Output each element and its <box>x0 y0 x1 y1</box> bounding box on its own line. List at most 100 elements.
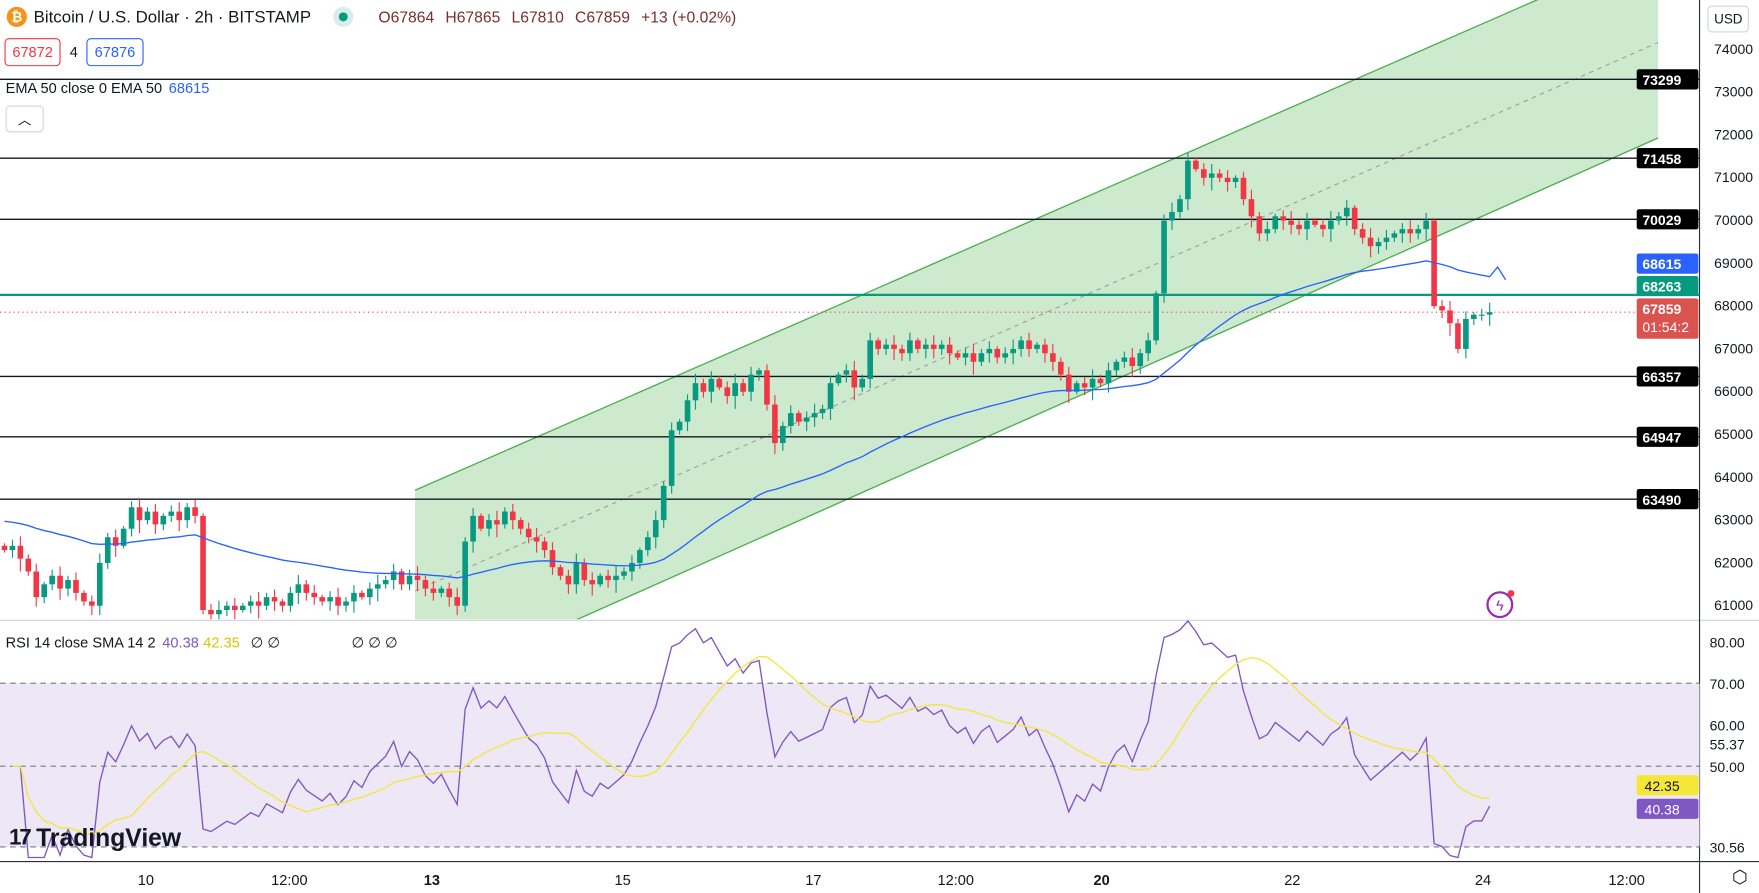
tradingview-logo[interactable]: 17 TradingView <box>9 823 181 852</box>
rsi-tick-label: 50.00 <box>1710 759 1745 775</box>
candle <box>49 575 55 585</box>
candle <box>398 571 405 585</box>
level-label-bg <box>1636 489 1699 510</box>
candle <box>787 413 794 426</box>
lightning-icon[interactable]: ϟ <box>1486 590 1515 619</box>
candle <box>716 378 723 388</box>
candle <box>128 507 135 529</box>
candle <box>740 383 746 392</box>
candle <box>692 383 699 401</box>
candle <box>200 515 206 610</box>
candle <box>1200 169 1207 178</box>
candle <box>700 383 707 392</box>
candle <box>311 592 318 598</box>
symbol-title[interactable]: Bitcoin / U.S. Dollar · 2h · BITSTAMP <box>33 7 312 27</box>
candle <box>1471 314 1477 319</box>
candle <box>1121 357 1128 362</box>
candle <box>1208 173 1215 178</box>
candle <box>915 340 921 349</box>
high-value: H67865 <box>445 7 501 26</box>
candle <box>565 575 572 585</box>
candle <box>1280 216 1287 221</box>
candle <box>1264 229 1271 234</box>
level-label: 71458 <box>1642 151 1681 167</box>
candle <box>835 374 842 384</box>
spread: 4 <box>69 43 78 61</box>
candle <box>613 575 619 581</box>
candle <box>104 537 111 563</box>
candle <box>152 511 159 525</box>
level-label-bg <box>1636 148 1699 169</box>
rsi-sma-value-tag: 42.35 <box>1645 778 1680 794</box>
candle <box>1145 340 1151 354</box>
level-label: 73299 <box>1642 72 1681 88</box>
candle <box>1081 383 1088 388</box>
rsi-extra-values-2: ∅ ∅ ∅ <box>351 633 398 651</box>
candle <box>335 597 341 606</box>
candle <box>374 584 381 589</box>
candle <box>1177 199 1183 212</box>
candle <box>986 348 993 354</box>
level-label: 66357 <box>1642 369 1681 385</box>
candle <box>1193 160 1199 170</box>
candle <box>367 588 373 598</box>
market-status-icon[interactable] <box>333 6 354 27</box>
candle <box>1232 177 1239 183</box>
ema-legend[interactable]: EMA 50 close 0 EMA 50 68615 <box>6 80 210 97</box>
candle <box>1248 199 1255 217</box>
time-tick-label: 10 <box>138 873 154 889</box>
last-price-label: 67859 <box>1642 301 1681 317</box>
collapse-legend-button[interactable]: ︿ <box>5 105 44 133</box>
level-label-bg <box>1636 69 1699 90</box>
rsi-legend[interactable]: RSI 14 close SMA 14 2 40.38 42.35 ∅ ∅ ∅ ∅ … <box>6 634 398 652</box>
change-value: +13 (+0.02%) <box>641 7 737 26</box>
candle <box>1455 323 1461 349</box>
candle <box>239 605 246 610</box>
candle <box>247 601 254 606</box>
candle <box>732 383 738 397</box>
candle <box>581 562 588 581</box>
candle <box>1328 220 1334 230</box>
candle <box>216 609 222 615</box>
candle <box>446 588 453 598</box>
candle <box>359 592 365 598</box>
candle <box>1343 207 1350 217</box>
time-tick-label: 15 <box>614 873 630 889</box>
candle <box>319 597 325 602</box>
price-tick-label: 63000 <box>1714 512 1753 528</box>
sell-button[interactable]: 67872 <box>4 38 61 67</box>
price-tick-label: 70000 <box>1714 212 1753 228</box>
settings-icon[interactable]: ⬡ <box>1732 868 1748 888</box>
candle <box>168 511 175 516</box>
candle <box>430 588 437 593</box>
candle <box>589 580 596 585</box>
candle <box>1367 237 1374 247</box>
symbol-legend: ₿ Bitcoin / U.S. Dollar · 2h · BITSTAMP … <box>6 6 743 27</box>
candle <box>406 575 413 585</box>
candle <box>962 353 969 358</box>
time-tick-label: 12:00 <box>938 873 974 889</box>
level-label: 64947 <box>1642 429 1681 445</box>
candle <box>478 515 484 529</box>
candle <box>772 404 778 444</box>
candle <box>1042 344 1048 354</box>
candle <box>1288 220 1294 225</box>
candle <box>1431 220 1437 307</box>
candle <box>470 515 476 542</box>
candle <box>1002 353 1009 358</box>
currency-button[interactable]: USD <box>1707 5 1750 33</box>
candle <box>1161 220 1167 294</box>
candle <box>930 344 937 349</box>
candle <box>17 545 24 559</box>
candle <box>255 601 262 606</box>
candle <box>978 353 985 362</box>
candle <box>525 528 532 538</box>
candle <box>176 511 183 521</box>
candle <box>1050 353 1056 362</box>
price-tick-label: 68000 <box>1714 298 1753 314</box>
buy-button[interactable]: 67876 <box>86 38 144 67</box>
candle <box>1 545 8 551</box>
candle <box>494 520 500 525</box>
candle <box>327 597 333 602</box>
